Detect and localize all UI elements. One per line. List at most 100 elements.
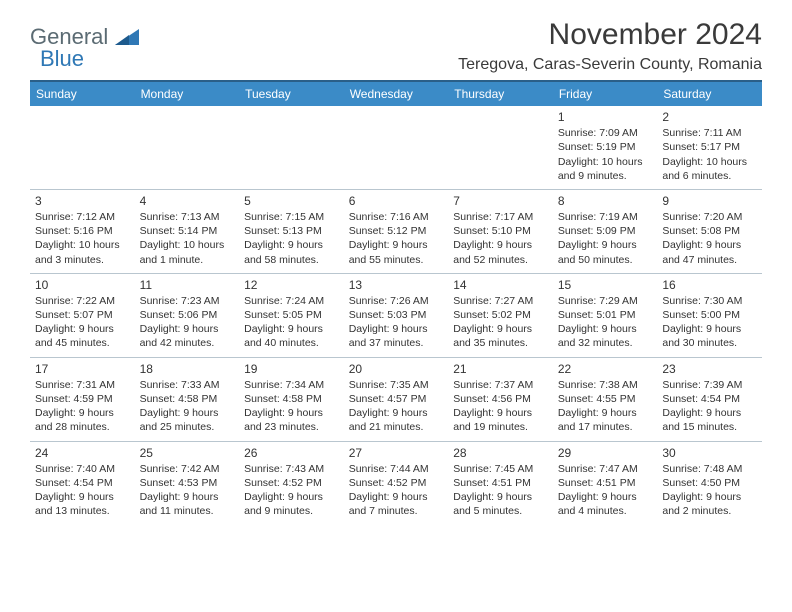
daylight-text: Daylight: 9 hours (558, 490, 653, 504)
day-number: 19 (244, 361, 339, 377)
sunrise-text: Sunrise: 7:29 AM (558, 294, 653, 308)
logo-stack: General Blue (30, 24, 139, 72)
sunset-text: Sunset: 5:02 PM (453, 308, 548, 322)
daylight-text: Daylight: 9 hours (662, 322, 757, 336)
sunset-text: Sunset: 5:10 PM (453, 224, 548, 238)
daylight-text: Daylight: 9 hours (453, 490, 548, 504)
calendar-cell: 22Sunrise: 7:38 AMSunset: 4:55 PMDayligh… (553, 357, 658, 441)
day-header: Tuesday (239, 81, 344, 106)
daylight-text: and 47 minutes. (662, 253, 757, 267)
sunrise-text: Sunrise: 7:39 AM (662, 378, 757, 392)
daylight-text: and 19 minutes. (453, 420, 548, 434)
sunset-text: Sunset: 5:05 PM (244, 308, 339, 322)
calendar-week-row: 24Sunrise: 7:40 AMSunset: 4:54 PMDayligh… (30, 441, 762, 524)
daylight-text: and 6 minutes. (662, 169, 757, 183)
day-header: Monday (135, 81, 240, 106)
daylight-text: Daylight: 10 hours (662, 155, 757, 169)
daylight-text: and 58 minutes. (244, 253, 339, 267)
daylight-text: and 23 minutes. (244, 420, 339, 434)
calendar-cell: 4Sunrise: 7:13 AMSunset: 5:14 PMDaylight… (135, 189, 240, 273)
sunrise-text: Sunrise: 7:40 AM (35, 462, 130, 476)
daylight-text: Daylight: 9 hours (453, 322, 548, 336)
day-number: 26 (244, 445, 339, 461)
calendar-week-row: 17Sunrise: 7:31 AMSunset: 4:59 PMDayligh… (30, 357, 762, 441)
day-number: 14 (453, 277, 548, 293)
sunset-text: Sunset: 4:58 PM (140, 392, 235, 406)
sunrise-text: Sunrise: 7:27 AM (453, 294, 548, 308)
day-number: 8 (558, 193, 653, 209)
day-number: 28 (453, 445, 548, 461)
calendar-cell: 3Sunrise: 7:12 AMSunset: 5:16 PMDaylight… (30, 189, 135, 273)
calendar-cell: 17Sunrise: 7:31 AMSunset: 4:59 PMDayligh… (30, 357, 135, 441)
calendar-cell: 13Sunrise: 7:26 AMSunset: 5:03 PMDayligh… (344, 273, 449, 357)
sunrise-text: Sunrise: 7:31 AM (35, 378, 130, 392)
calendar-cell: 26Sunrise: 7:43 AMSunset: 4:52 PMDayligh… (239, 441, 344, 524)
sunrise-text: Sunrise: 7:15 AM (244, 210, 339, 224)
daylight-text: and 3 minutes. (35, 253, 130, 267)
calendar-cell: 19Sunrise: 7:34 AMSunset: 4:58 PMDayligh… (239, 357, 344, 441)
daylight-text: and 55 minutes. (349, 253, 444, 267)
day-number: 17 (35, 361, 130, 377)
calendar-cell: 21Sunrise: 7:37 AMSunset: 4:56 PMDayligh… (448, 357, 553, 441)
month-title: November 2024 (458, 18, 762, 52)
day-number: 7 (453, 193, 548, 209)
calendar-cell: 1Sunrise: 7:09 AMSunset: 5:19 PMDaylight… (553, 106, 658, 189)
calendar-cell: 10Sunrise: 7:22 AMSunset: 5:07 PMDayligh… (30, 273, 135, 357)
sunrise-text: Sunrise: 7:12 AM (35, 210, 130, 224)
day-number: 20 (349, 361, 444, 377)
calendar-cell: 12Sunrise: 7:24 AMSunset: 5:05 PMDayligh… (239, 273, 344, 357)
sunrise-text: Sunrise: 7:35 AM (349, 378, 444, 392)
day-header: Saturday (657, 81, 762, 106)
sunset-text: Sunset: 4:53 PM (140, 476, 235, 490)
day-number: 30 (662, 445, 757, 461)
daylight-text: and 13 minutes. (35, 504, 130, 518)
day-number: 5 (244, 193, 339, 209)
sunset-text: Sunset: 5:07 PM (35, 308, 130, 322)
daylight-text: and 1 minute. (140, 253, 235, 267)
sunrise-text: Sunrise: 7:16 AM (349, 210, 444, 224)
daylight-text: and 9 minutes. (558, 169, 653, 183)
sunset-text: Sunset: 5:14 PM (140, 224, 235, 238)
sunset-text: Sunset: 5:19 PM (558, 140, 653, 154)
logo-triangle-icon (115, 29, 139, 50)
day-header: Friday (553, 81, 658, 106)
header: General Blue November 2024 Teregova, Car… (30, 18, 762, 74)
day-number: 4 (140, 193, 235, 209)
sunrise-text: Sunrise: 7:13 AM (140, 210, 235, 224)
sunrise-text: Sunrise: 7:23 AM (140, 294, 235, 308)
calendar-cell: 24Sunrise: 7:40 AMSunset: 4:54 PMDayligh… (30, 441, 135, 524)
sunset-text: Sunset: 5:09 PM (558, 224, 653, 238)
daylight-text: Daylight: 9 hours (35, 406, 130, 420)
daylight-text: Daylight: 9 hours (35, 322, 130, 336)
sunset-text: Sunset: 4:54 PM (662, 392, 757, 406)
day-number: 3 (35, 193, 130, 209)
sunrise-text: Sunrise: 7:38 AM (558, 378, 653, 392)
day-number: 16 (662, 277, 757, 293)
sunrise-text: Sunrise: 7:48 AM (662, 462, 757, 476)
sunrise-text: Sunrise: 7:20 AM (662, 210, 757, 224)
sunrise-text: Sunrise: 7:34 AM (244, 378, 339, 392)
calendar-cell (344, 106, 449, 189)
sunrise-text: Sunrise: 7:26 AM (349, 294, 444, 308)
calendar-body: 1Sunrise: 7:09 AMSunset: 5:19 PMDaylight… (30, 106, 762, 524)
day-number: 23 (662, 361, 757, 377)
daylight-text: Daylight: 9 hours (244, 490, 339, 504)
daylight-text: and 11 minutes. (140, 504, 235, 518)
calendar-cell: 18Sunrise: 7:33 AMSunset: 4:58 PMDayligh… (135, 357, 240, 441)
calendar-cell: 28Sunrise: 7:45 AMSunset: 4:51 PMDayligh… (448, 441, 553, 524)
daylight-text: and 25 minutes. (140, 420, 235, 434)
sunset-text: Sunset: 5:16 PM (35, 224, 130, 238)
sunrise-text: Sunrise: 7:19 AM (558, 210, 653, 224)
daylight-text: Daylight: 9 hours (558, 406, 653, 420)
sunrise-text: Sunrise: 7:43 AM (244, 462, 339, 476)
sunrise-text: Sunrise: 7:45 AM (453, 462, 548, 476)
calendar-cell: 8Sunrise: 7:19 AMSunset: 5:09 PMDaylight… (553, 189, 658, 273)
daylight-text: Daylight: 10 hours (140, 238, 235, 252)
daylight-text: and 32 minutes. (558, 336, 653, 350)
daylight-text: and 45 minutes. (35, 336, 130, 350)
daylight-text: Daylight: 10 hours (558, 155, 653, 169)
daylight-text: Daylight: 9 hours (140, 406, 235, 420)
sunset-text: Sunset: 4:55 PM (558, 392, 653, 406)
sunrise-text: Sunrise: 7:47 AM (558, 462, 653, 476)
sunset-text: Sunset: 5:00 PM (662, 308, 757, 322)
